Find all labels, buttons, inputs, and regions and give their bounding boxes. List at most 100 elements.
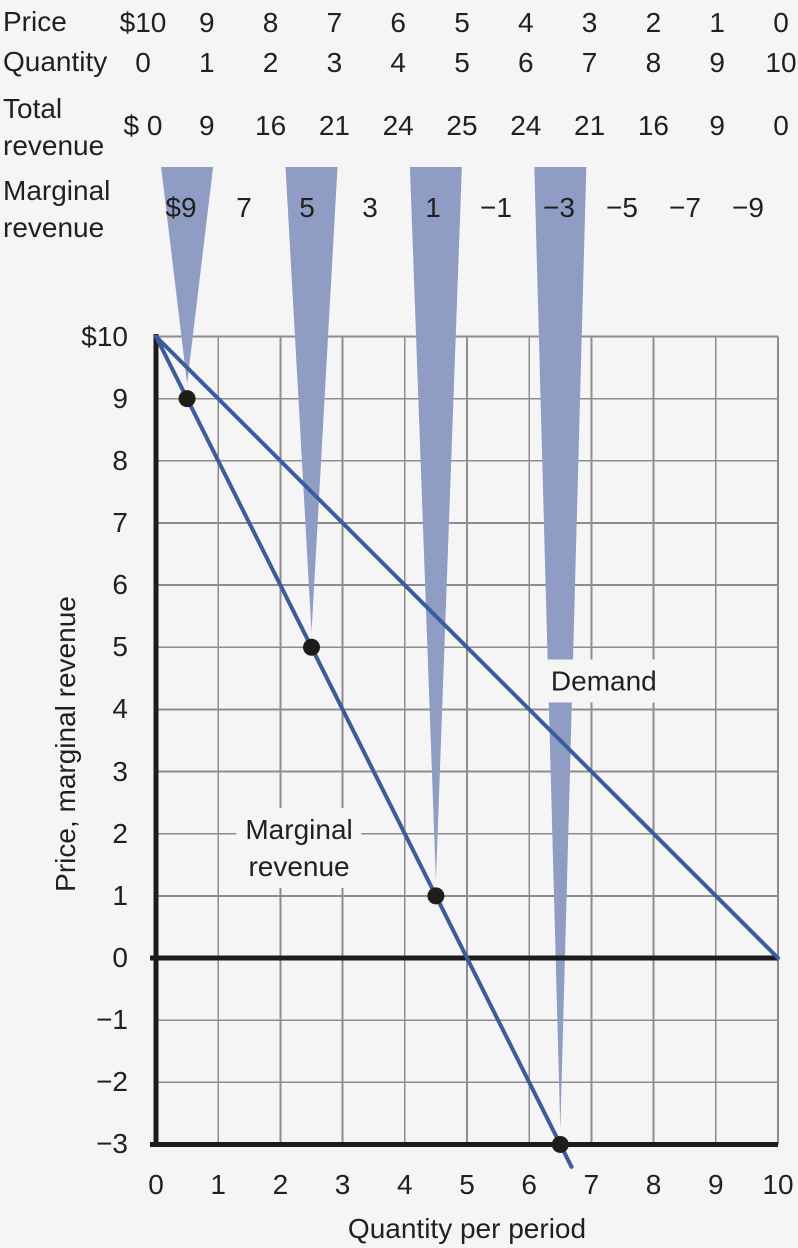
highlight-wedge — [285, 167, 338, 633]
table-cell-marginal-revenue: −1 — [480, 192, 512, 223]
table-cell-marginal-revenue: 3 — [362, 192, 378, 223]
table-cell-price: 4 — [518, 7, 534, 38]
table-cell-price: 8 — [262, 7, 279, 38]
y-tick-label: 5 — [112, 631, 128, 663]
marginal-revenue-curve-label: Marginal revenue — [236, 807, 362, 888]
table-row-label-quantity-line: Quantity — [3, 46, 108, 77]
table-cell-price: 2 — [645, 7, 662, 38]
x-tick-label: 3 — [334, 1169, 351, 1200]
table-row-label-marginal-revenue: Marginal revenue — [3, 172, 110, 246]
y-tick-label: 9 — [112, 382, 128, 414]
table-cell-marginal-revenue: $9 — [165, 192, 197, 223]
table-cell-total-revenue: 24 — [382, 110, 414, 141]
table-cell-quantity: 5 — [454, 47, 470, 78]
table-cell-marginal-revenue: 5 — [299, 192, 315, 223]
y-tick-label: 8 — [112, 444, 128, 476]
y-tick-label: −2 — [96, 1066, 128, 1098]
table-cell-price: 3 — [581, 7, 598, 38]
table-cell-quantity: 7 — [581, 47, 598, 78]
highlight-wedge — [534, 167, 587, 1130]
y-tick-label: 3 — [112, 755, 128, 787]
x-tick-label: 2 — [272, 1169, 289, 1200]
table-cell-price: $10 — [119, 7, 167, 38]
marked-point — [551, 1135, 569, 1153]
x-tick-label: 10 — [762, 1169, 794, 1200]
table-cell-quantity: 6 — [518, 47, 534, 78]
table-cell-total-revenue: 9 — [199, 110, 215, 141]
table-row-label-marginal-revenue-line1: Marginal — [3, 175, 111, 206]
table-cell-price: 1 — [709, 7, 725, 38]
table-cell-marginal-revenue: 7 — [236, 192, 252, 223]
y-tick-label: 0 — [112, 942, 128, 973]
table-cell-price: 9 — [199, 7, 215, 38]
table-cell-price: 6 — [390, 7, 406, 38]
y-tick-label: −3 — [96, 1128, 128, 1160]
table-row-label-marginal-revenue-line2: revenue — [3, 212, 105, 243]
table-row-label-quantity: Quantity — [3, 45, 107, 79]
y-tick-label: $10 — [81, 320, 128, 352]
marginal-revenue-wedges — [161, 167, 587, 1130]
x-axis-title: Quantity per period — [347, 1213, 587, 1244]
table-cell-total-revenue: 21 — [574, 110, 606, 141]
gridlines — [156, 335, 779, 1145]
x-tick-label: 9 — [708, 1169, 724, 1200]
table-cell-marginal-revenue: −5 — [606, 192, 638, 223]
table-cell-marginal-revenue: −7 — [669, 192, 701, 223]
highlight-wedge — [409, 167, 462, 881]
table-cell-total-revenue: 16 — [255, 110, 287, 141]
table-cell-price: 5 — [454, 7, 470, 38]
marked-point — [427, 887, 445, 905]
table-row-label-total-revenue: Total revenue — [3, 90, 104, 164]
marginal-revenue-curve — [154, 334, 574, 1169]
table-cell-total-revenue: 25 — [446, 110, 478, 141]
table-cell-marginal-revenue: −9 — [732, 192, 764, 223]
table-cell-quantity: 9 — [709, 47, 725, 78]
x-tick-label: 4 — [397, 1169, 413, 1200]
table-cell-total-revenue: $ 0 — [123, 110, 163, 141]
y-tick-label: 2 — [112, 817, 128, 849]
marked-point — [303, 638, 320, 656]
table-cell-marginal-revenue: −3 — [543, 192, 575, 223]
table-cell-quantity: 2 — [262, 47, 279, 78]
y-axis-title: Price, marginal revenue — [50, 596, 81, 892]
y-tick-label: 7 — [112, 506, 128, 538]
demand-curve-label: Demand — [541, 659, 666, 703]
marginal-revenue-curve-label-line2: revenue — [248, 850, 350, 882]
table-cell-price: 0 — [773, 7, 789, 38]
table-cell-quantity: 3 — [326, 47, 343, 78]
x-tick-label: 8 — [645, 1169, 662, 1200]
y-tick-label: 4 — [112, 693, 128, 725]
table-cell-quantity: 4 — [390, 47, 406, 78]
x-tick-label: 6 — [521, 1169, 537, 1200]
table-cell-total-revenue: 0 — [773, 110, 789, 141]
table-cell-total-revenue: 9 — [709, 110, 725, 141]
demand-curve — [154, 334, 780, 960]
x-tick-label: 5 — [459, 1169, 475, 1200]
highlight-wedge — [161, 167, 214, 384]
table-row-label-total-revenue-line1: Total — [3, 93, 63, 124]
table-cell-total-revenue: 21 — [318, 110, 350, 141]
demand-curve-label-line: Demand — [550, 665, 657, 697]
y-tick-label: 1 — [112, 879, 128, 911]
x-tick-label: 1 — [210, 1169, 226, 1200]
x-tick-label: 7 — [583, 1169, 600, 1200]
marked-point — [178, 390, 196, 408]
table-cell-total-revenue: 24 — [510, 110, 542, 141]
table-row-label-price: Price — [3, 5, 67, 39]
x-tick-label: 0 — [148, 1169, 164, 1200]
table-cell-quantity: 1 — [199, 47, 215, 78]
marginal-revenue-curve-label-line1: Marginal — [245, 813, 353, 845]
table-cell-quantity: 10 — [765, 47, 797, 78]
axes — [150, 334, 778, 1147]
table-cell-quantity: 8 — [645, 47, 662, 78]
y-tick-label: 6 — [112, 569, 128, 601]
table-row-label-total-revenue-line2: revenue — [3, 130, 105, 161]
table-cell-quantity: 0 — [135, 47, 151, 78]
table-cell-marginal-revenue: 1 — [425, 192, 441, 223]
table-cell-total-revenue: 16 — [637, 110, 669, 141]
y-tick-label: −1 — [96, 1004, 128, 1036]
table-row-label-price-line: Price — [3, 6, 67, 37]
table-cell-price: 7 — [326, 7, 343, 38]
